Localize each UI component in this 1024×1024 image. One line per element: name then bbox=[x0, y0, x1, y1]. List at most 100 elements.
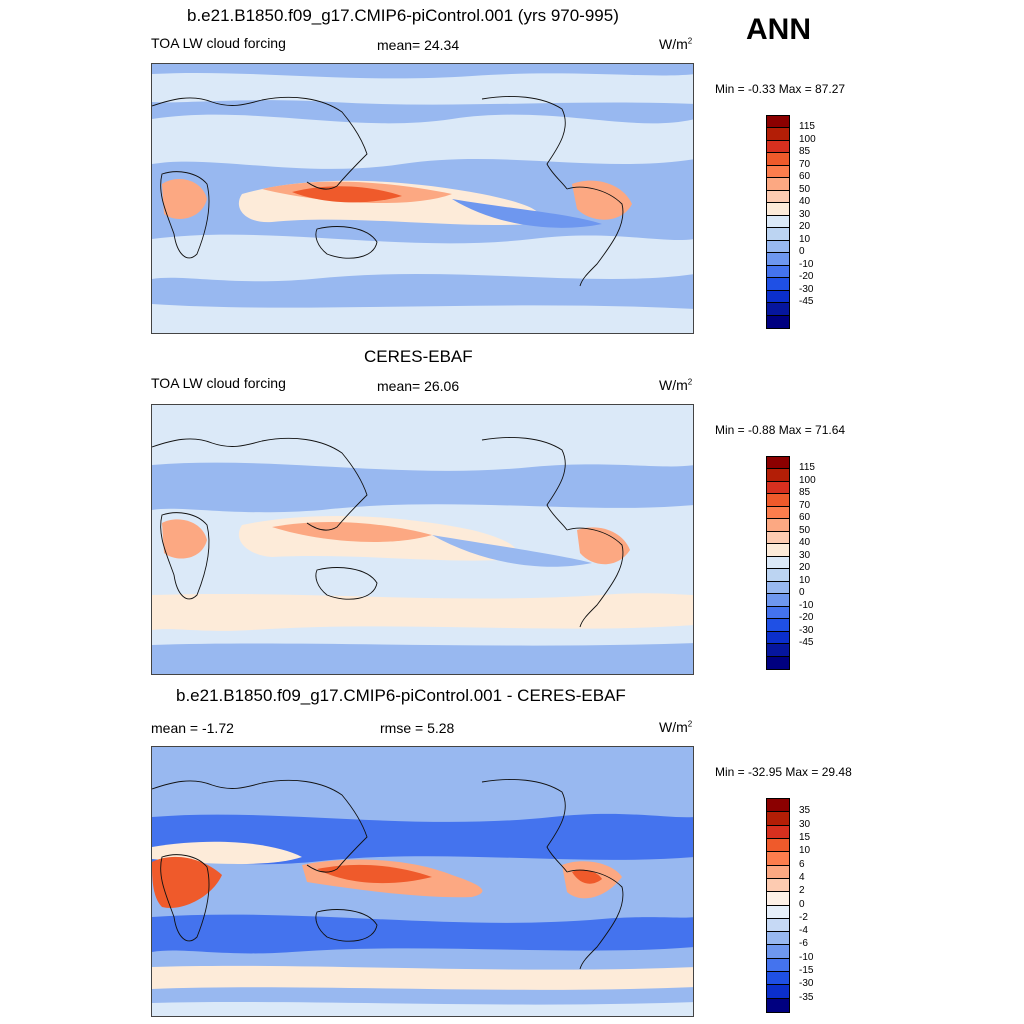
panel3-rmse-label: rmse = 5.28 bbox=[380, 720, 455, 736]
colorbar-tick-label: -4 bbox=[799, 925, 808, 937]
colorbar-tick-label: 4 bbox=[799, 871, 805, 883]
colorbar-swatch bbox=[767, 865, 789, 879]
panel3-mean-label: mean = -1.72 bbox=[151, 720, 234, 736]
colorbar-swatch bbox=[767, 606, 789, 620]
colorbar-tick-label: -10 bbox=[799, 258, 814, 270]
panel3-colorbar bbox=[766, 798, 790, 1013]
map-diff-africa-red bbox=[152, 856, 222, 908]
colorbar-swatch bbox=[767, 619, 789, 632]
colorbar-tick-label: 60 bbox=[799, 171, 811, 183]
map-south-america-coastline bbox=[566, 869, 624, 970]
colorbar-tick-label: 0 bbox=[799, 587, 805, 599]
colorbar-swatch bbox=[767, 556, 789, 570]
map-africa-coastline bbox=[160, 854, 210, 942]
panel3-minmax: Min = -32.95 Max = 29.48 bbox=[715, 765, 852, 779]
colorbar-tick-label: 50 bbox=[799, 183, 811, 195]
map-australia-coastline bbox=[315, 909, 378, 942]
map-south-america-coastline bbox=[566, 186, 624, 287]
colorbar-swatch bbox=[767, 905, 789, 919]
map-north-america-coastline bbox=[481, 437, 568, 531]
colorbar-tick-label: 100 bbox=[799, 133, 816, 145]
colorbar-swatch bbox=[767, 278, 789, 291]
colorbar-tick-label: 0 bbox=[799, 246, 805, 258]
map-midlat-band-south bbox=[152, 593, 693, 631]
colorbar-swatch bbox=[767, 531, 789, 545]
colorbar-tick-label: -10 bbox=[799, 951, 814, 963]
colorbar-tick-label: -2 bbox=[799, 911, 808, 923]
colorbar-tick-label: -15 bbox=[799, 965, 814, 977]
colorbar-swatch bbox=[767, 812, 789, 826]
colorbar-tick-label: 85 bbox=[799, 146, 811, 158]
colorbar-swatch bbox=[767, 303, 789, 316]
map-diff-band-south bbox=[152, 914, 693, 954]
colorbar-swatch bbox=[767, 569, 789, 582]
colorbar-tick-label: 40 bbox=[799, 196, 811, 208]
panel1-colorbar bbox=[766, 115, 790, 329]
panel1-unit-label: W/m2 bbox=[659, 36, 693, 52]
colorbar-swatch bbox=[767, 945, 789, 959]
colorbar-tick-label: 30 bbox=[799, 549, 811, 561]
panel1-map bbox=[151, 63, 694, 334]
map-antarctic-band bbox=[152, 643, 693, 674]
map-diff-atlantic-peach bbox=[152, 841, 302, 864]
map-australia-coastline bbox=[315, 567, 378, 600]
colorbar-tick-label: 70 bbox=[799, 499, 811, 511]
colorbar-swatch bbox=[767, 469, 789, 482]
colorbar-tick-label: -20 bbox=[799, 612, 814, 624]
panel2-map bbox=[151, 404, 694, 675]
colorbar-tick-label: -20 bbox=[799, 271, 814, 283]
map-amazon-convection bbox=[577, 527, 630, 565]
colorbar-swatch bbox=[767, 128, 789, 141]
colorbar-swatch bbox=[767, 140, 789, 154]
colorbar-swatch bbox=[767, 594, 789, 607]
colorbar-tick-label: 70 bbox=[799, 158, 811, 170]
colorbar-swatch bbox=[767, 190, 789, 204]
map-east-pacific-dry bbox=[432, 535, 592, 567]
map-arctic-band bbox=[152, 72, 693, 105]
colorbar-tick-label: -10 bbox=[799, 599, 814, 611]
colorbar-swatch bbox=[767, 457, 789, 470]
colorbar-tick-label: 50 bbox=[799, 524, 811, 536]
map-diff-antarctic bbox=[152, 1002, 693, 1016]
colorbar-tick-label: 0 bbox=[799, 898, 805, 910]
map-eurasia-coastline bbox=[152, 779, 368, 873]
colorbar-swatch bbox=[767, 240, 789, 254]
colorbar-swatch bbox=[767, 892, 789, 906]
colorbar-tick-label: 10 bbox=[799, 574, 811, 586]
map-eurasia-coastline bbox=[152, 437, 368, 531]
colorbar-swatch bbox=[767, 178, 789, 191]
colorbar-tick-label: 15 bbox=[799, 831, 811, 843]
colorbar-tick-label: 2 bbox=[799, 885, 805, 897]
colorbar-swatch bbox=[767, 644, 789, 657]
colorbar-swatch bbox=[767, 481, 789, 495]
colorbar-swatch bbox=[767, 631, 789, 645]
colorbar-tick-label: 85 bbox=[799, 487, 811, 499]
colorbar-tick-label: 100 bbox=[799, 474, 816, 486]
map-antarctic-band bbox=[152, 304, 693, 333]
map-africa-convection bbox=[162, 519, 207, 559]
panel3-title: b.e21.B1850.f09_g17.CMIP6-piControl.001 … bbox=[176, 686, 626, 705]
colorbar-swatch bbox=[767, 165, 789, 179]
colorbar-swatch bbox=[767, 998, 789, 1012]
panel2-colorbar bbox=[766, 456, 790, 670]
colorbar-swatch bbox=[767, 825, 789, 839]
colorbar-swatch bbox=[767, 315, 789, 328]
map-midlat-band-south bbox=[152, 234, 693, 282]
map-south-america-coastline bbox=[566, 527, 624, 628]
colorbar-swatch bbox=[767, 656, 789, 669]
panel2-variable-label: TOA LW cloud forcing bbox=[151, 375, 286, 391]
colorbar-tick-label: 115 bbox=[799, 121, 815, 133]
panel3-map bbox=[151, 746, 694, 1017]
colorbar-swatch bbox=[767, 581, 789, 595]
colorbar-tick-label: 40 bbox=[799, 537, 811, 549]
colorbar-swatch bbox=[767, 265, 789, 279]
colorbar-tick-label: 30 bbox=[799, 818, 811, 830]
colorbar-tick-label: -30 bbox=[799, 283, 814, 295]
colorbar-swatch bbox=[767, 153, 789, 166]
map-diff-southern-peach bbox=[152, 965, 693, 990]
colorbar-swatch bbox=[767, 290, 789, 304]
map-diff-amazon-red bbox=[572, 869, 602, 884]
panel2-unit-label: W/m2 bbox=[659, 377, 693, 393]
colorbar-swatch bbox=[767, 544, 789, 557]
colorbar-swatch bbox=[767, 116, 789, 129]
